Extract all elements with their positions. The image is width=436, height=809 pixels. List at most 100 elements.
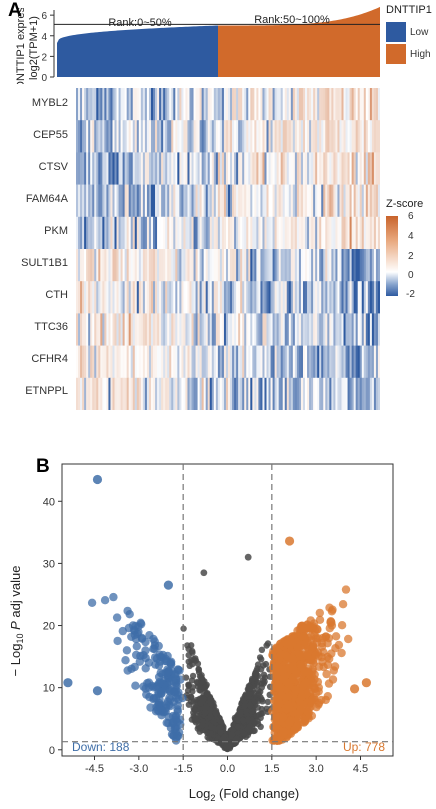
heatmap-cell [286,88,290,121]
heatmap-cell [191,249,194,282]
heatmap-cell [329,249,332,282]
heatmap-cell [333,345,336,379]
heatmap-cell [302,184,306,218]
point-ns [194,660,202,667]
heatmap-cell [230,249,233,282]
heatmap-cell [201,249,204,282]
heatmap-cell [100,377,103,410]
heatmap-cell [104,88,107,121]
heatmap-cell [128,377,132,410]
heatmap-cell [183,249,186,282]
point-up [269,723,279,732]
heatmap-cell [96,281,99,314]
heatmap-cell [78,281,81,314]
heatmap-cell [355,377,359,410]
heatmap-cell [92,88,95,121]
heatmap-cell [333,377,336,410]
heatmap-cell [307,345,310,379]
gene-label: CFHR4 [31,353,68,365]
heatmap-cell [260,120,263,153]
heatmap-cell [179,88,182,121]
heatmap-cell [185,152,188,185]
heatmap-cell [288,184,292,218]
heatmap-cell [367,249,371,282]
heatmap-cell [165,281,168,314]
bar-ylabel-line2: log2(TPM+1) [28,16,40,80]
heatmap-cell [205,184,209,218]
rank-low-label: Rank:0~50% [108,17,172,29]
heatmap-cell [211,120,215,153]
heatmap-cell [266,88,269,121]
heatmap-cell [284,281,288,314]
heatmap-cell [112,120,115,153]
heatmap-cell [148,120,152,153]
heatmap-cell [258,249,261,282]
heatmap-cell [126,152,129,185]
heatmap-cell [207,249,211,282]
heatmap-cell [315,152,318,185]
heatmap-cell [80,88,83,121]
heatmap-cell [266,216,269,250]
point-ns [189,661,196,668]
heatmap-cell [142,249,146,282]
heatmap-cell [290,313,294,346]
heatmap-cell [369,88,373,121]
heatmap-cell [163,281,166,314]
heatmap-cell [169,281,172,314]
point-ns [184,642,191,649]
heatmap-cell [148,345,152,379]
heatmap-cell [177,184,180,218]
heatmap-cell [313,377,316,410]
point-down [163,668,173,677]
heatmap-cell [108,377,111,410]
heatmap-cell [234,120,237,153]
heatmap-cell [142,120,146,153]
heatmap-cell [130,281,134,314]
heatmap-cell [177,249,180,282]
point-down [141,664,150,673]
heatmap-cell [254,313,257,346]
heatmap-cell [104,120,107,153]
heatmap-cell [349,120,352,153]
heatmap-cell [282,120,286,153]
heatmap-cell [292,88,296,121]
heatmap-cell [353,377,356,410]
heatmap-cell [327,216,330,250]
heatmap-cell [327,184,330,218]
heatmap-cell [84,88,87,121]
heatmap-cell [128,313,132,346]
heatmap-cell [345,249,348,282]
point-ns [197,699,204,707]
heatmap-cell [82,184,85,218]
heatmap-cell [126,184,129,218]
heatmap-cell [205,120,209,153]
heatmap-cell [373,377,377,410]
heatmap-cell [298,152,302,185]
point-up [271,713,280,722]
heatmap-cell [203,216,207,250]
heatmap-cell [349,216,352,250]
heatmap-cell [169,249,172,282]
heatmap-cell [363,216,367,250]
heatmap-cell [167,249,170,282]
heatmap-cell [114,184,117,218]
heatmap-cell [114,281,117,314]
heatmap-cell [110,184,113,218]
heatmap-cell [94,184,97,218]
heatmap-cell [256,88,259,121]
heatmap-cell [104,249,107,282]
heatmap-cell [258,313,261,346]
point-ns [212,710,219,717]
heatmap-cell [82,281,85,314]
heatmap-cell [199,216,202,250]
heatmap-cell [136,249,140,282]
heatmap-cell [270,216,273,250]
heatmap-cell [238,152,241,185]
heatmap-cell [236,377,239,410]
heatmap-cell [375,184,379,218]
heatmap-cell [82,249,85,282]
heatmap-cell [197,281,200,314]
point-ns [198,672,205,679]
point-up [324,634,334,643]
heatmap-cell [232,184,235,218]
